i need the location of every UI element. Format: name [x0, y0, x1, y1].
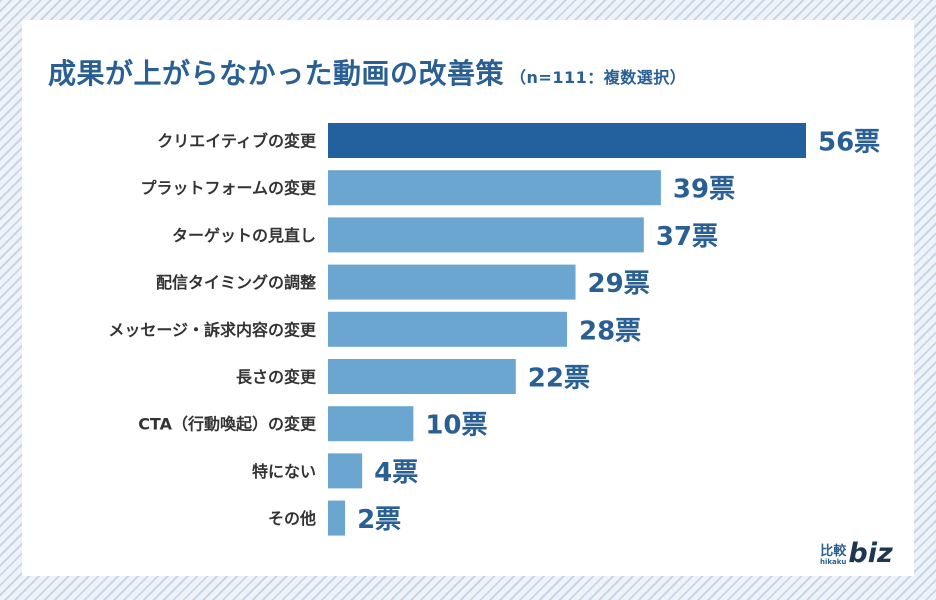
category-label: CTA（行動喚起）の変更	[138, 415, 317, 434]
category-label: ターゲットの見直し	[172, 226, 316, 245]
value-label: 10票	[425, 411, 487, 441]
hikaku-biz-logo: 比較 hikaku biz	[820, 536, 893, 569]
value-label: 2票	[357, 505, 401, 535]
logo-jp-text: 比較	[820, 544, 847, 559]
bar	[328, 170, 661, 206]
category-label: プラットフォームの変更	[140, 179, 317, 198]
category-label: メッセージ・訴求内容の変更	[108, 320, 317, 339]
value-label: 37票	[656, 222, 718, 252]
category-label: クリエイティブの変更	[157, 132, 317, 151]
category-label: 特にない	[252, 462, 316, 481]
category-label: 長さの変更	[236, 368, 317, 387]
category-label: 配信タイミングの調整	[156, 273, 316, 292]
bar	[328, 123, 806, 158]
value-label: 39票	[673, 175, 735, 205]
bar	[328, 453, 363, 489]
logo-jp: 比較 hikaku	[820, 545, 846, 566]
value-label: 56票	[818, 128, 880, 158]
bar	[328, 217, 644, 253]
logo-biz: biz	[848, 537, 893, 569]
value-label: 29票	[588, 269, 650, 299]
value-label: 28票	[579, 316, 641, 346]
bar	[328, 406, 414, 442]
category-label: その他	[268, 509, 316, 528]
value-label: 22票	[528, 364, 590, 394]
bar	[328, 359, 516, 394]
chart-title-main: 成果が上がらなかった動画の改善策	[48, 57, 505, 90]
chart-subtitle: （n=111：複数選択）	[510, 68, 687, 87]
logo-romaji: hikaku	[820, 558, 847, 566]
bar	[328, 264, 576, 300]
value-label: 4票	[374, 458, 418, 488]
chart-title: 成果が上がらなかった動画の改善策 （n=111：複数選択）	[48, 52, 686, 92]
bar	[328, 500, 346, 536]
bar	[328, 311, 567, 347]
